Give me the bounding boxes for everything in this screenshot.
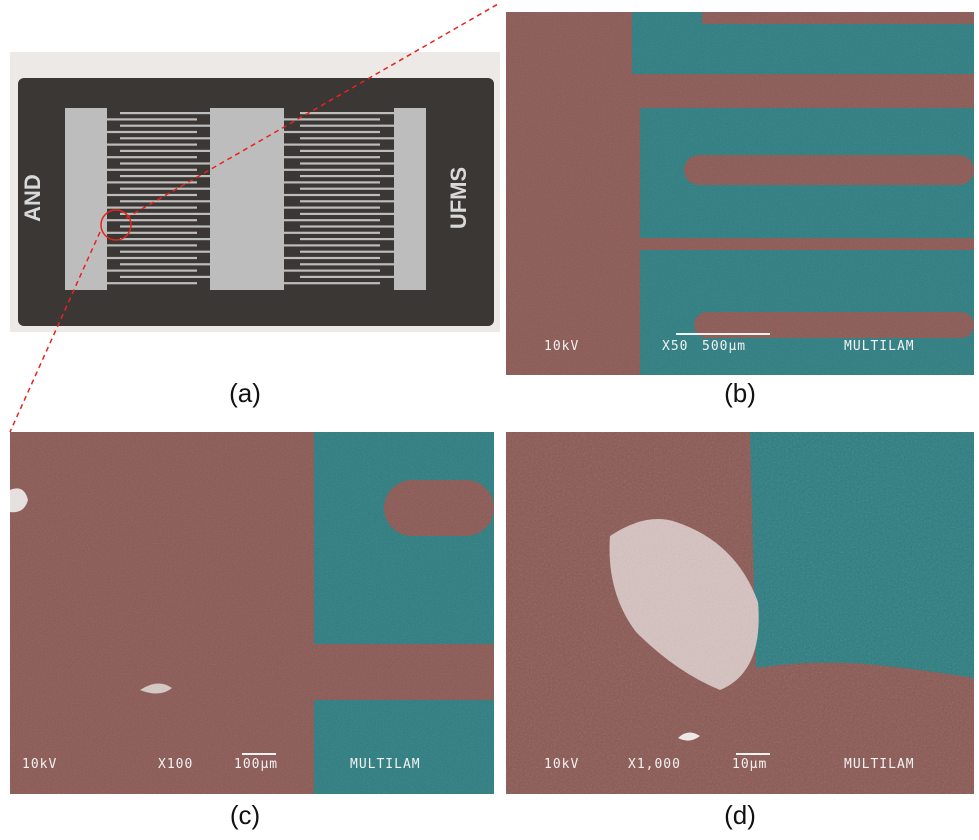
comb-finger	[120, 250, 210, 253]
comb-finger	[300, 137, 396, 140]
comb-finger	[284, 193, 380, 197]
caption-b: (b)	[724, 378, 756, 408]
sem-d-scale: 10µm	[732, 757, 767, 772]
comb-finger	[107, 206, 197, 209]
comb-finger	[284, 130, 380, 134]
comb-finger	[300, 187, 396, 190]
comb-finger	[300, 250, 396, 253]
sem-b-voltage: 10kV	[544, 339, 579, 354]
comb-finger	[120, 149, 210, 152]
sem-image-c: 10kV X100 100µm MULTILAM	[10, 432, 494, 794]
comb-bus-left	[65, 108, 107, 290]
comb-finger	[120, 225, 210, 228]
comb-finger	[107, 219, 197, 222]
device-label-right: UFMS	[446, 167, 471, 229]
sem-b-magnification: X50	[662, 339, 688, 354]
comb-finger	[300, 212, 396, 215]
comb-finger	[120, 175, 210, 178]
sem-d-brand: MULTILAM	[844, 757, 915, 772]
comb-finger	[284, 168, 380, 171]
comb-finger	[300, 263, 396, 266]
comb-finger	[120, 162, 210, 165]
comb-bus-middle	[210, 108, 284, 290]
comb-finger	[284, 231, 380, 234]
comb-finger	[300, 124, 396, 127]
comb-finger	[107, 231, 197, 234]
sem-d-voltage: 10kV	[544, 757, 579, 772]
sem-c-magnification: X100	[158, 757, 193, 772]
comb-finger	[107, 168, 197, 171]
comb-finger	[300, 112, 396, 115]
comb-bus-right	[394, 108, 426, 290]
caption-c: (c)	[229, 800, 261, 830]
comb-finger	[284, 143, 380, 146]
panel-a-photo: AND UFMS	[10, 52, 500, 332]
comb-finger	[120, 212, 210, 215]
comb-finger	[284, 219, 380, 222]
comb-finger	[284, 269, 380, 272]
device-label-left: AND	[20, 174, 45, 222]
comb-finger	[107, 244, 197, 247]
comb-finger	[120, 238, 210, 241]
comb-finger	[284, 181, 380, 184]
comb-finger	[107, 256, 197, 260]
comb-finger	[300, 149, 396, 152]
comb-finger	[284, 118, 380, 121]
panel-b-sem: 10kV X50 500µm MULTILAM	[506, 12, 974, 375]
sem-b-scale: 500µm	[702, 339, 746, 354]
sem-b-brand: MULTILAM	[844, 339, 915, 354]
sem-c-scale: 100µm	[234, 757, 278, 772]
comb-finger	[300, 175, 396, 178]
comb-finger	[120, 112, 210, 115]
comb-finger	[120, 124, 210, 127]
comb-finger	[107, 269, 197, 272]
comb-finger	[107, 118, 197, 121]
comb-finger	[284, 156, 380, 159]
comb-finger	[120, 137, 210, 140]
comb-finger	[107, 130, 197, 134]
comb-finger	[107, 181, 197, 184]
caption-a: (a)	[229, 378, 261, 408]
device-photo: AND UFMS	[10, 52, 500, 332]
comb-finger	[284, 244, 380, 247]
comb-finger	[300, 275, 396, 278]
comb-finger	[120, 263, 210, 266]
comb-finger	[120, 200, 210, 203]
sem-c-brand: MULTILAM	[350, 757, 421, 772]
sem-c-voltage: 10kV	[22, 757, 57, 772]
panel-c-sem: 10kV X100 100µm MULTILAM	[10, 432, 494, 794]
comb-finger	[300, 162, 396, 165]
comb-finger	[120, 187, 210, 190]
sem-image-b: 10kV X50 500µm MULTILAM	[506, 12, 974, 375]
comb-finger	[107, 193, 197, 197]
comb-finger	[284, 256, 380, 260]
comb-finger	[120, 275, 210, 278]
sem-d-magnification: X1,000	[628, 757, 681, 772]
comb-finger	[284, 282, 380, 285]
comb-finger	[107, 282, 197, 285]
sem-image-d: 10kV X1,000 10µm MULTILAM	[506, 432, 974, 794]
comb-finger	[284, 206, 380, 209]
comb-finger	[107, 156, 197, 159]
comb-finger	[300, 200, 396, 203]
comb-finger	[300, 225, 396, 228]
comb-finger	[107, 143, 197, 146]
caption-d: (d)	[724, 800, 756, 830]
comb-finger	[300, 238, 396, 241]
panel-d-sem: 10kV X1,000 10µm MULTILAM	[506, 432, 974, 794]
zoom-circle	[100, 209, 132, 241]
